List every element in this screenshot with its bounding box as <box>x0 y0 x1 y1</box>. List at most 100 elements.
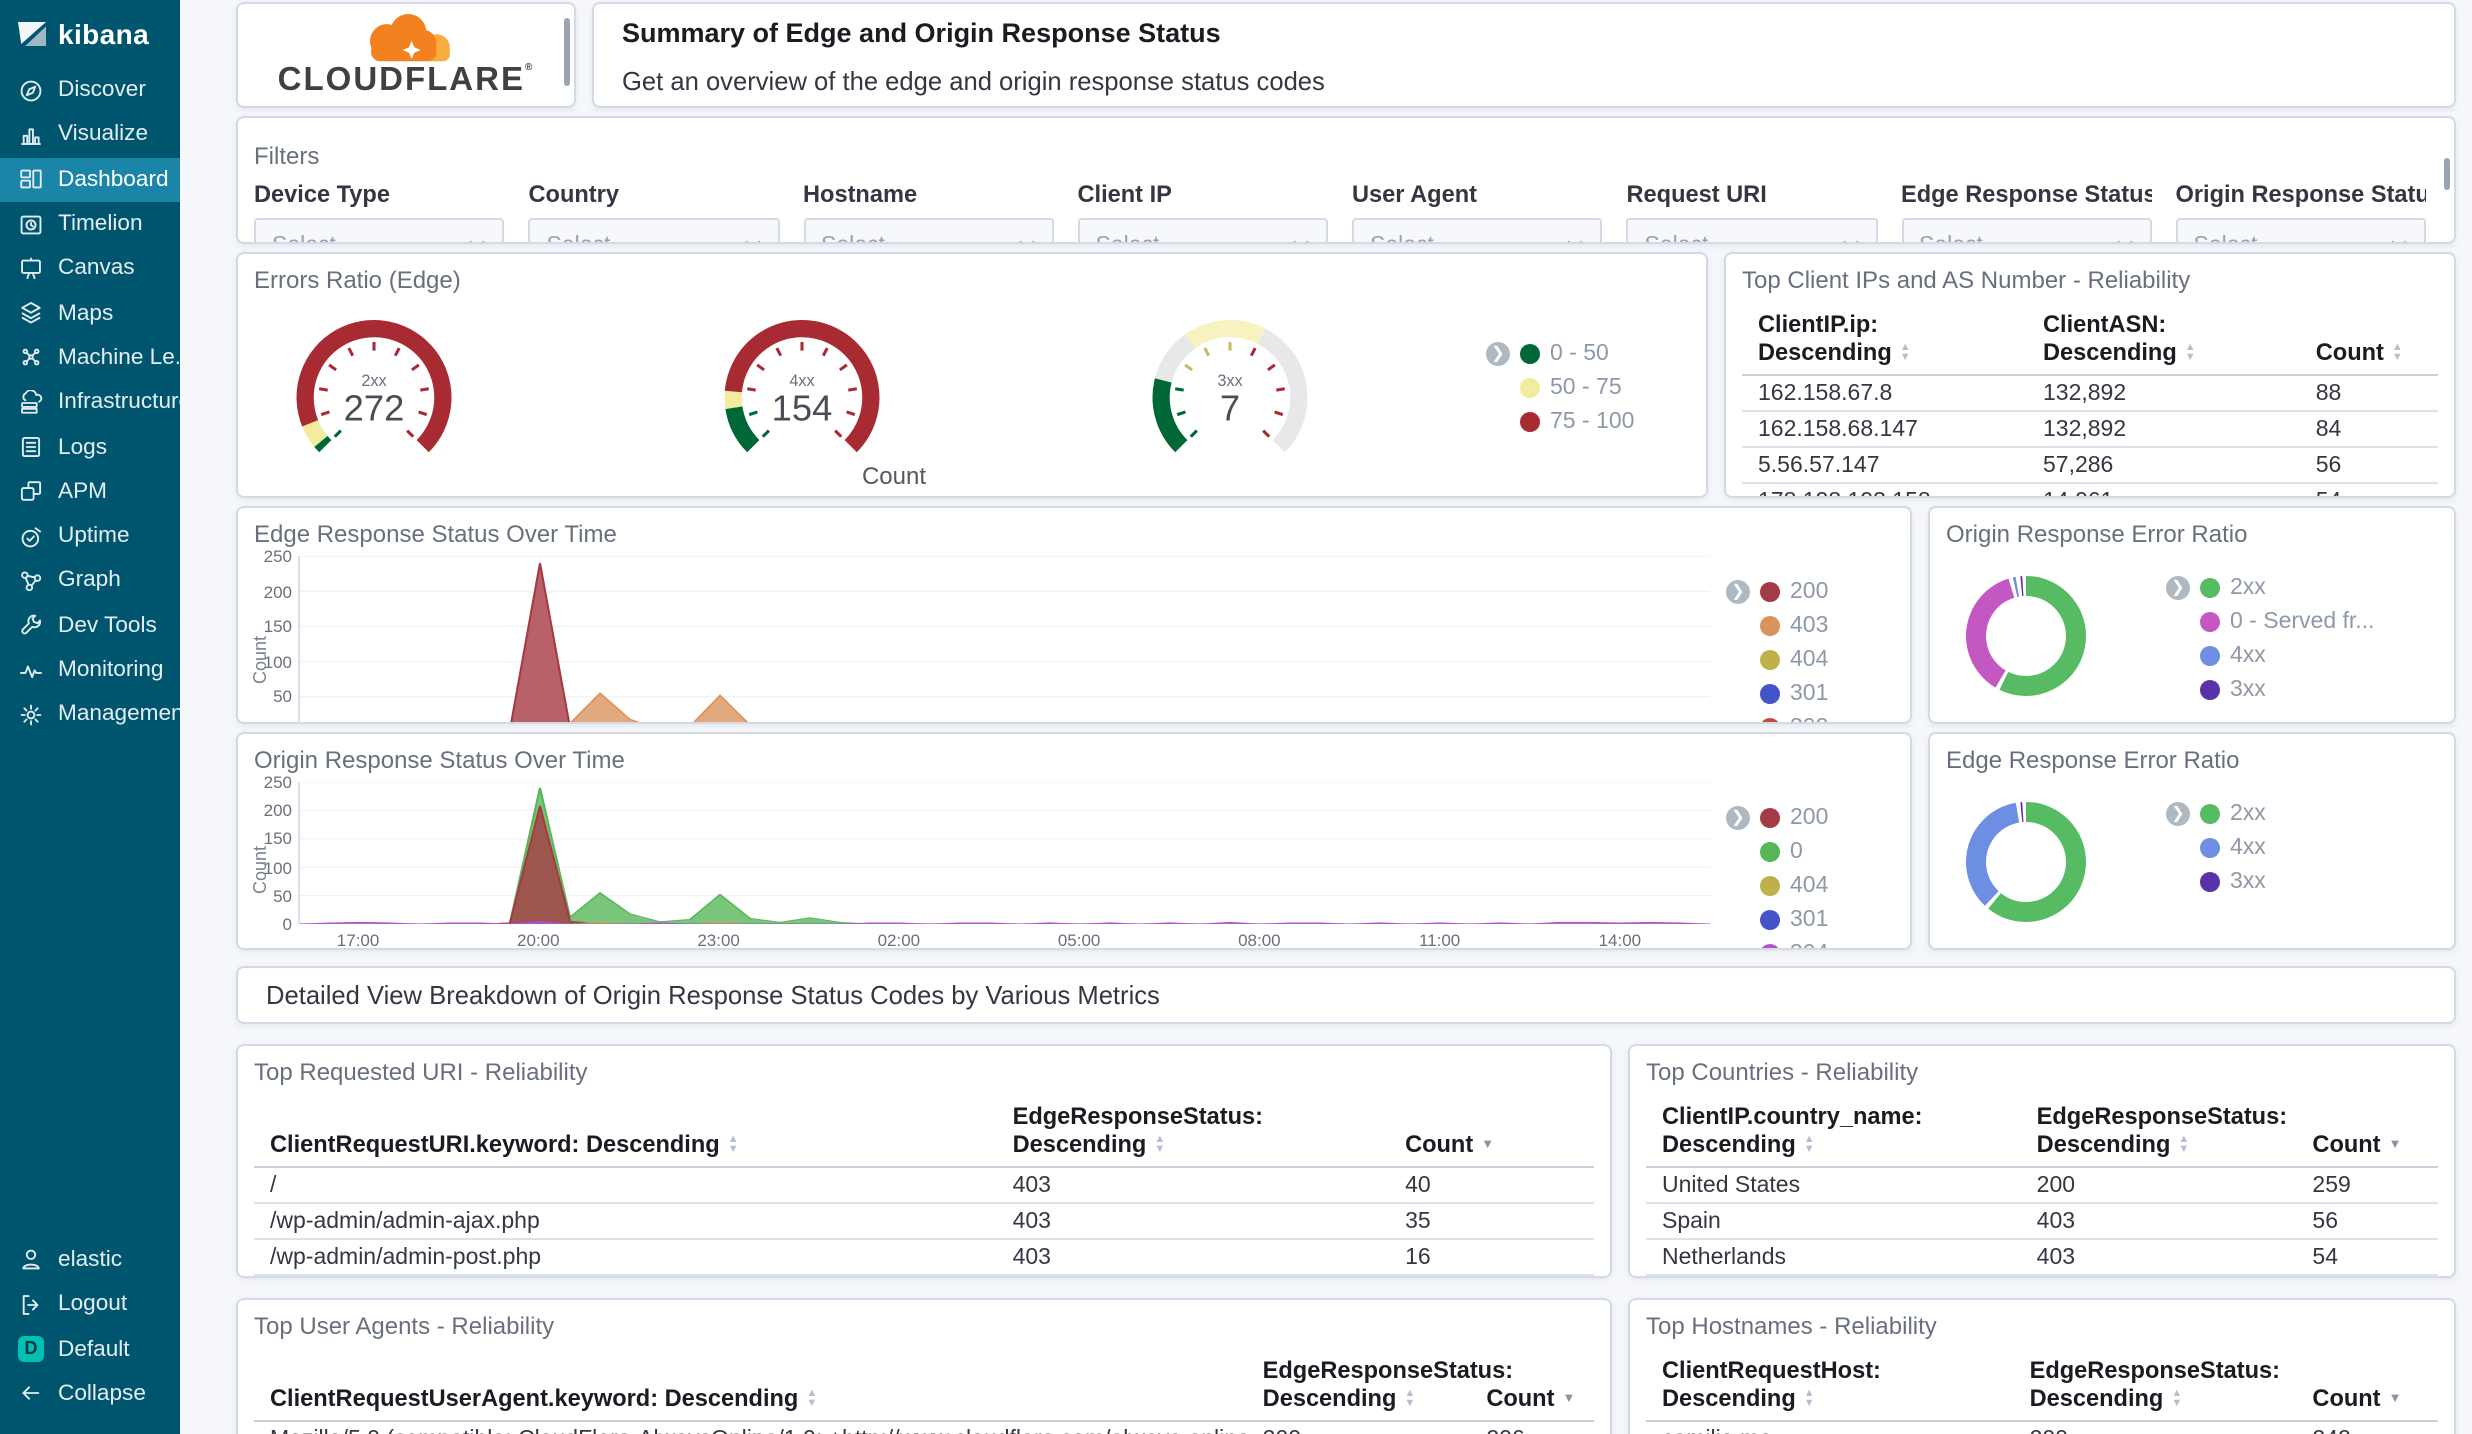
legend-item[interactable]: 404 <box>1726 648 1910 672</box>
panel-scrollbar[interactable] <box>2444 158 2450 190</box>
column-header[interactable]: ClientRequestHost: Descending ▲ ▼ <box>1646 1352 2014 1422</box>
legend-item[interactable]: 4xx <box>2166 836 2266 860</box>
legend-item[interactable]: 302 <box>1726 716 1910 722</box>
dev-tools-icon <box>21 615 42 635</box>
column-header[interactable]: ClientRequestURI.keyword: Descending ▲ ▼ <box>254 1098 997 1168</box>
sidebar-item-dev-tools[interactable]: Dev Tools <box>0 603 180 648</box>
sidebar-footer: elastic Logout D Default Collapse <box>0 1238 180 1416</box>
legend-expand-icon[interactable]: ❯ <box>2166 802 2190 826</box>
sidebar-item-dashboard[interactable]: Dashboard <box>0 157 180 202</box>
filter-select[interactable]: Select... <box>2175 218 2426 242</box>
legend-item[interactable]: 75 - 100 <box>1486 410 1706 434</box>
filter-select[interactable]: Select... <box>1077 218 1328 242</box>
column-header[interactable]: Count ▼ <box>2296 1352 2438 1422</box>
legend-item[interactable]: 301 <box>1726 908 1910 932</box>
legend-item[interactable]: 0 - Served fr... <box>2166 610 2374 634</box>
legend-item[interactable]: 304 <box>1726 942 1910 948</box>
table-cell: 54 <box>2296 1239 2438 1276</box>
column-header[interactable]: Count ▼ <box>1389 1098 1594 1168</box>
sort-icon: ▲ ▼ <box>727 1134 739 1156</box>
filter-select[interactable]: Select... <box>1626 218 1877 242</box>
legend-item[interactable]: ❯ 200 <box>1726 580 1910 604</box>
legend-swatch <box>1760 650 1780 670</box>
legend-item[interactable]: ❯ 2xx <box>2166 576 2374 600</box>
visualize-icon <box>21 128 41 145</box>
legend-item[interactable]: 404 <box>1726 874 1910 898</box>
legend-item[interactable]: 403 <box>1726 614 1910 638</box>
legend-item[interactable]: 50 - 75 <box>1486 376 1706 400</box>
sidebar-item-elastic[interactable]: elastic <box>0 1238 180 1283</box>
legend-expand-icon[interactable]: ❯ <box>1726 806 1750 830</box>
legend-expand-icon[interactable]: ❯ <box>2166 576 2190 600</box>
sidebar-item-uptime[interactable]: Uptime <box>0 514 180 559</box>
sidebar-item-canvas[interactable]: Canvas <box>0 246 180 291</box>
filter-select[interactable]: Select... <box>803 218 1054 242</box>
legend-item[interactable]: 301 <box>1726 682 1910 706</box>
x-tick-label: 17:00 <box>336 930 380 950</box>
legend-swatch <box>1520 344 1540 364</box>
filter-country: Country Select... <box>528 180 779 242</box>
y-tick-label: 200 <box>263 800 292 821</box>
sidebar-item-default[interactable]: D Default <box>0 1327 180 1372</box>
table-cell: 56 <box>2299 447 2438 484</box>
top-user-agents-panel: Top User Agents - Reliability ClientRequ… <box>236 1298 1612 1434</box>
infrastructure-icon <box>21 389 43 414</box>
sidebar-item-label: APM <box>58 479 107 504</box>
legend-item[interactable]: 0 <box>1726 840 1910 864</box>
column-header[interactable]: EdgeResponseStatus: Descending ▲ ▼ <box>2020 1098 2297 1168</box>
y-tick-label: 250 <box>263 546 292 566</box>
kibana-logo-text: kibana <box>58 18 150 50</box>
sidebar-item-collapse[interactable]: Collapse <box>0 1371 180 1416</box>
column-header[interactable]: ClientRequestUserAgent.keyword: Descendi… <box>254 1352 1247 1422</box>
y-tick-label: 100 <box>263 651 292 672</box>
column-header[interactable]: Count ▲ ▼ <box>2299 306 2438 376</box>
filter-select[interactable]: Select... <box>254 218 505 242</box>
column-header[interactable]: ClientIP.ip: Descending ▲ ▼ <box>1742 306 2027 376</box>
sidebar-item-logout[interactable]: Logout <box>0 1282 180 1327</box>
filter-select[interactable]: Select... <box>1901 218 2152 242</box>
panel-scrollbar[interactable] <box>564 18 570 86</box>
column-header[interactable]: EdgeResponseStatus: Descending ▲ ▼ <box>2013 1352 2297 1422</box>
sidebar-item-infrastructure[interactable]: Infrastructure <box>0 380 180 425</box>
sidebar-item-timelion[interactable]: Timelion <box>0 202 180 247</box>
chevron-down-icon <box>744 239 760 242</box>
table-cell: 200 <box>2020 1167 2297 1204</box>
column-header[interactable]: EdgeResponseStatus: Descending ▲ ▼ <box>996 1098 1390 1168</box>
donut-slice-2xx[interactable] <box>1966 801 2086 921</box>
table-row: 162.158.67.8 132,892 88 <box>1742 375 2438 412</box>
series-0 <box>300 787 1710 924</box>
column-header[interactable]: ClientIP.country_name: Descending ▲ ▼ <box>1646 1098 2021 1168</box>
sidebar-item-apm[interactable]: APM <box>0 469 180 514</box>
legend-label: 301 <box>1790 682 1829 706</box>
legend-item[interactable]: ❯ 2xx <box>2166 802 2266 826</box>
kibana-logo[interactable]: kibana <box>0 0 180 68</box>
sidebar-item-logs[interactable]: Logs <box>0 425 180 470</box>
sidebar-item-machine-le[interactable]: Machine Le... <box>0 336 180 381</box>
column-header[interactable]: Count ▼ <box>1470 1352 1594 1422</box>
column-header[interactable]: EdgeResponseStatus: Descending ▲ ▼ <box>1246 1352 1513 1422</box>
svg-text:3xx: 3xx <box>1217 372 1242 390</box>
column-header[interactable]: ClientASN: Descending ▲ ▼ <box>2027 306 2300 376</box>
sidebar-item-management[interactable]: Management <box>0 692 180 737</box>
filter-select[interactable]: Select... <box>528 218 779 242</box>
donut-slice-2xx[interactable] <box>1966 575 2086 695</box>
legend-item[interactable]: 3xx <box>2166 870 2266 894</box>
legend-item[interactable]: ❯ 200 <box>1726 806 1910 830</box>
legend-item[interactable]: 4xx <box>2166 644 2374 668</box>
legend-swatch <box>1760 944 1780 948</box>
sidebar-item-discover[interactable]: Discover <box>0 68 180 113</box>
filter-select[interactable]: Select... <box>1352 218 1603 242</box>
sidebar-item-visualize[interactable]: Visualize <box>0 113 180 158</box>
sidebar-item-graph[interactable]: Graph <box>0 559 180 604</box>
select-placeholder: Select... <box>1645 233 1728 242</box>
legend-expand-icon[interactable]: ❯ <box>1486 342 1510 366</box>
sidebar-item-monitoring[interactable]: Monitoring <box>0 648 180 693</box>
column-header[interactable]: Count ▼ <box>2296 1098 2438 1168</box>
management-icon <box>20 704 42 725</box>
table-cell: 206 <box>1470 1421 1594 1434</box>
legend-item[interactable]: 3xx <box>2166 678 2374 702</box>
legend-expand-icon[interactable]: ❯ <box>1726 580 1750 604</box>
sidebar-item-maps[interactable]: Maps <box>0 291 180 336</box>
legend-item[interactable]: ❯ 0 - 50 <box>1486 342 1706 366</box>
sort-desc-icon: ▼ <box>1562 1392 1576 1407</box>
